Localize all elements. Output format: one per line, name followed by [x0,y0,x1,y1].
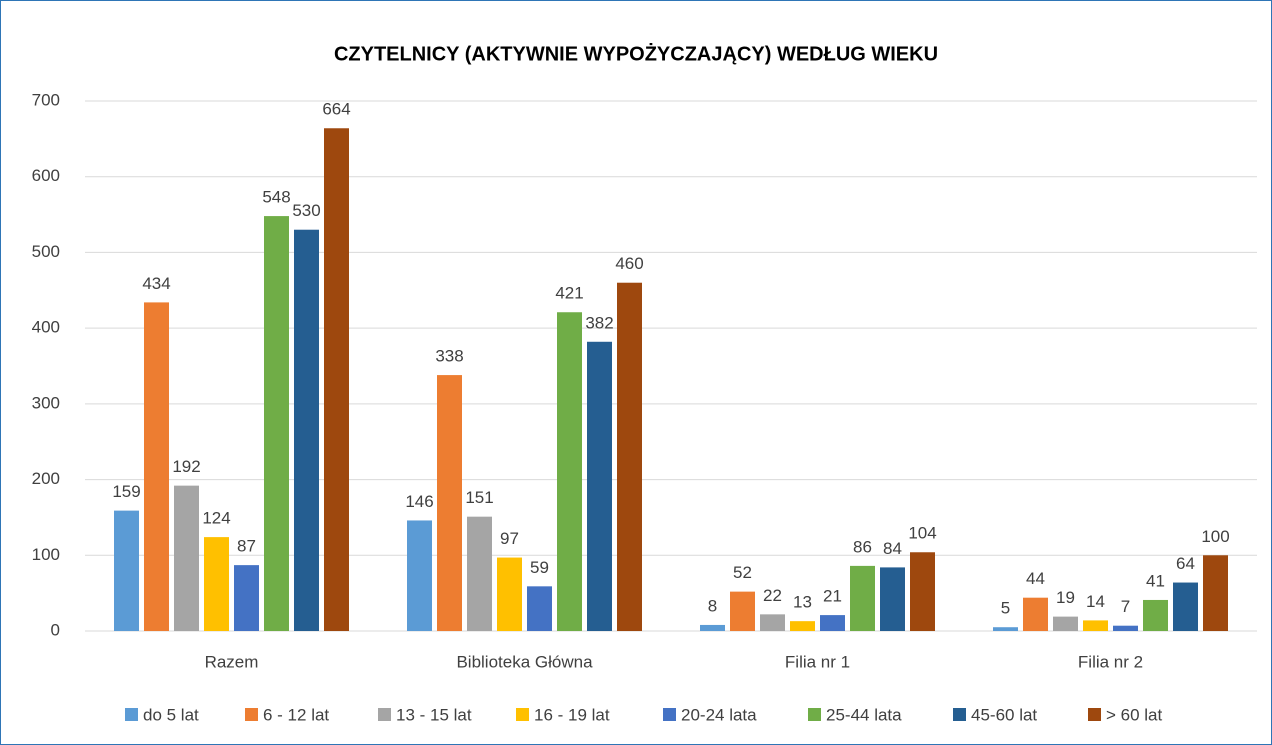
data-label: 530 [292,201,320,220]
data-label: 146 [405,492,433,511]
data-label: 84 [883,539,902,558]
x-tick-label: Filia nr 1 [785,652,850,671]
x-tick-label: Razem [205,652,259,671]
data-label: 13 [793,593,812,612]
bar [1173,582,1198,631]
data-label: 64 [1176,554,1195,573]
data-label: 44 [1026,569,1045,588]
chart-title: CZYTELNICY (AKTYWNIE WYPOŻYCZAJĄCY) WEDŁ… [334,42,938,65]
data-label: 548 [262,188,290,207]
bar [114,510,139,631]
data-label: 338 [435,347,463,366]
bar [700,624,725,631]
bar [204,537,229,631]
data-label: 52 [733,563,752,582]
data-label: 192 [172,457,200,476]
legend-swatch [663,708,676,721]
data-label: 124 [202,509,230,528]
data-label: 100 [1201,527,1229,546]
data-label: 59 [530,558,549,577]
bar [437,375,462,631]
bar [234,565,259,631]
legend-label: 6 - 12 lat [263,705,329,724]
data-label: 21 [823,587,842,606]
data-label: 8 [708,596,717,615]
bar [144,302,169,631]
data-label: 22 [763,586,782,605]
x-tick-label: Filia nr 2 [1078,652,1143,671]
bar [617,282,642,631]
bar [527,586,552,631]
data-label: 87 [237,537,256,556]
y-tick-label: 200 [32,469,60,488]
data-label: 104 [908,524,936,543]
y-tick-label: 400 [32,318,60,337]
y-tick-label: 300 [32,393,60,412]
data-label: 19 [1056,588,1075,607]
bar [557,312,582,631]
bar [730,591,755,631]
bar [587,341,612,631]
data-label: 159 [112,482,140,501]
data-label: 5 [1001,599,1010,618]
data-label: 434 [142,274,170,293]
legend-label: 45-60 lat [971,705,1037,724]
x-tick-label: Biblioteka Główna [456,652,593,671]
data-label: 382 [585,313,613,332]
data-label: 14 [1086,592,1105,611]
legend-label: > 60 lat [1106,705,1163,724]
bar [880,567,905,631]
bar [294,229,319,631]
data-label: 97 [500,529,519,548]
data-label: 7 [1121,597,1130,616]
bar [850,565,875,631]
legend-label: 20-24 lata [681,705,757,724]
legend-swatch [953,708,966,721]
legend-label: 25-44 lata [826,705,902,724]
legend-swatch [125,708,138,721]
legend-swatch [1088,708,1101,721]
legend-label: do 5 lat [143,705,199,724]
bar [760,614,785,631]
data-label: 460 [615,254,643,273]
bar [1023,597,1048,631]
data-label: 664 [322,100,350,119]
bar [467,516,492,631]
y-tick-label: 0 [51,620,60,639]
legend-swatch [245,708,258,721]
bar [324,128,349,631]
bar [497,557,522,631]
legend-label: 13 - 15 lat [396,705,472,724]
data-label: 41 [1146,571,1165,590]
y-tick-label: 500 [32,242,60,261]
legend-label: 16 - 19 lat [534,705,610,724]
bar [790,621,815,631]
bar [1113,625,1138,631]
y-tick-label: 700 [32,90,60,109]
data-label: 421 [555,284,583,303]
legend-swatch [378,708,391,721]
bar [1203,555,1228,631]
legend-swatch [516,708,529,721]
y-tick-label: 100 [32,545,60,564]
bar [174,485,199,631]
data-label: 86 [853,537,872,556]
bar [407,520,432,631]
bar [993,627,1018,631]
bar [910,552,935,631]
bar [820,615,845,631]
bar [1143,599,1168,631]
legend-swatch [808,708,821,721]
bar [264,216,289,632]
data-label: 151 [465,488,493,507]
y-tick-label: 600 [32,166,60,185]
bar [1053,616,1078,631]
bar [1083,620,1108,631]
